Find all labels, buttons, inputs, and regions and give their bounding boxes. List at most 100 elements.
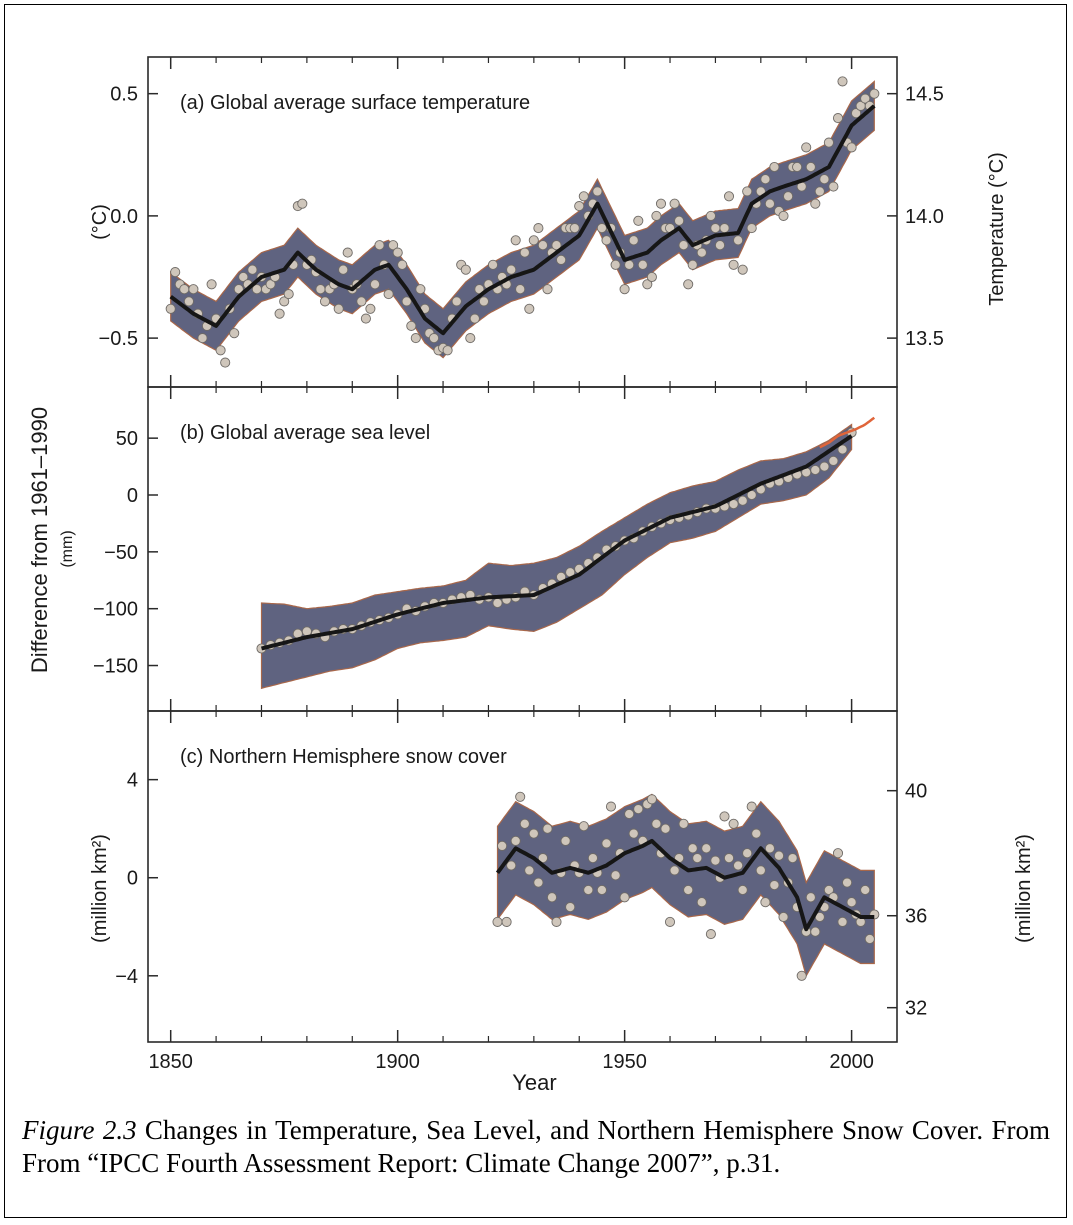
data-point (823, 137, 834, 148)
data-point (683, 884, 694, 896)
y-right-tick-label: 14.0 (905, 206, 944, 228)
data-point (383, 289, 394, 300)
data-point (478, 296, 489, 307)
data-point (760, 174, 771, 185)
data-point (837, 76, 848, 87)
y-right-axis-label: (million km²) (1013, 834, 1035, 943)
data-point (397, 259, 408, 270)
data-point (705, 210, 716, 221)
data-point (637, 259, 648, 270)
data-point (519, 247, 530, 258)
data-point (596, 223, 607, 234)
data-point (524, 865, 535, 876)
data-point (678, 818, 689, 829)
data-point (506, 860, 517, 871)
data-point (851, 108, 862, 119)
data-point (655, 198, 667, 209)
data-point (515, 791, 526, 802)
data-point (810, 926, 821, 937)
data-point (215, 345, 226, 356)
data-point (342, 247, 353, 258)
data-point (542, 823, 553, 834)
smoothed-line (260, 434, 853, 651)
data-point (510, 235, 521, 246)
data-point (365, 303, 376, 314)
data-point (864, 933, 875, 945)
data-point (619, 892, 630, 903)
data-point (705, 929, 716, 940)
panel-2: 50 0 −50 −100 −150 (b) Global average sea lev… (27, 386, 898, 712)
data-point (823, 884, 834, 896)
data-point (778, 210, 789, 221)
data-point (428, 333, 440, 344)
data-point (279, 296, 290, 307)
data-point (737, 495, 748, 506)
data-point (746, 223, 757, 234)
data-point (783, 191, 794, 202)
data-point (610, 870, 621, 881)
data-point (528, 235, 539, 246)
y-right-axis-label: Temperature (°C) (986, 152, 1008, 306)
data-point (869, 88, 880, 99)
x-axis-label: Year (512, 1070, 556, 1095)
data-point (551, 916, 562, 927)
data-point (265, 279, 276, 290)
data-point (651, 818, 662, 829)
data-point (165, 303, 176, 314)
data-point (651, 210, 662, 221)
data-point (587, 853, 598, 864)
data-point (469, 313, 480, 324)
data-point (565, 902, 576, 913)
y-axis-label: (°C) (89, 204, 111, 240)
y-axis-label: (mm) (59, 530, 76, 567)
data-point (746, 801, 757, 812)
data-point (515, 284, 526, 295)
data-point (578, 821, 589, 832)
y-tick-label: 0 (127, 868, 138, 890)
shared-y-label: Difference from 1961–1990 (27, 407, 52, 673)
data-point (801, 142, 812, 153)
data-point (723, 853, 735, 864)
data-point (710, 855, 721, 866)
data-point (819, 174, 830, 185)
data-point (356, 296, 367, 307)
data-point (846, 897, 857, 908)
data-point (769, 880, 780, 891)
data-point (837, 916, 848, 927)
panel-frame (147, 710, 898, 1043)
data-point (537, 240, 548, 251)
data-point (764, 198, 775, 209)
data-point (687, 843, 698, 854)
y-tick-label: 4 (127, 770, 138, 792)
data-point (410, 333, 421, 344)
data-point (510, 835, 521, 846)
y-tick-label: −4 (115, 966, 138, 988)
data-point (560, 835, 571, 846)
uncertainty-band (496, 793, 875, 978)
data-point (742, 186, 753, 197)
data-point (683, 279, 694, 290)
y-axis-label: (million km²) (89, 834, 111, 943)
data-point (664, 916, 676, 927)
data-point (179, 284, 190, 295)
data-point (733, 860, 744, 871)
data-point (619, 284, 630, 295)
panel-1: 0.5 0.0 −0.5 14.5 14.0 13.5 (a) Global average… (89, 56, 1008, 388)
y-tick-label: 0.0 (110, 206, 138, 228)
data-point (401, 296, 412, 307)
data-point (442, 345, 453, 356)
data-point (805, 161, 816, 173)
data-point (524, 303, 535, 314)
y-tick-label: 0.5 (110, 84, 138, 106)
data-point (519, 818, 530, 829)
data-point (832, 113, 844, 124)
data-point (769, 161, 780, 173)
data-point (773, 850, 785, 861)
data-point (487, 259, 499, 270)
data-point (737, 264, 748, 275)
data-point (719, 223, 730, 234)
data-point (188, 284, 199, 295)
y-tick-label: −0.5 (99, 328, 138, 350)
data-point (737, 884, 748, 896)
